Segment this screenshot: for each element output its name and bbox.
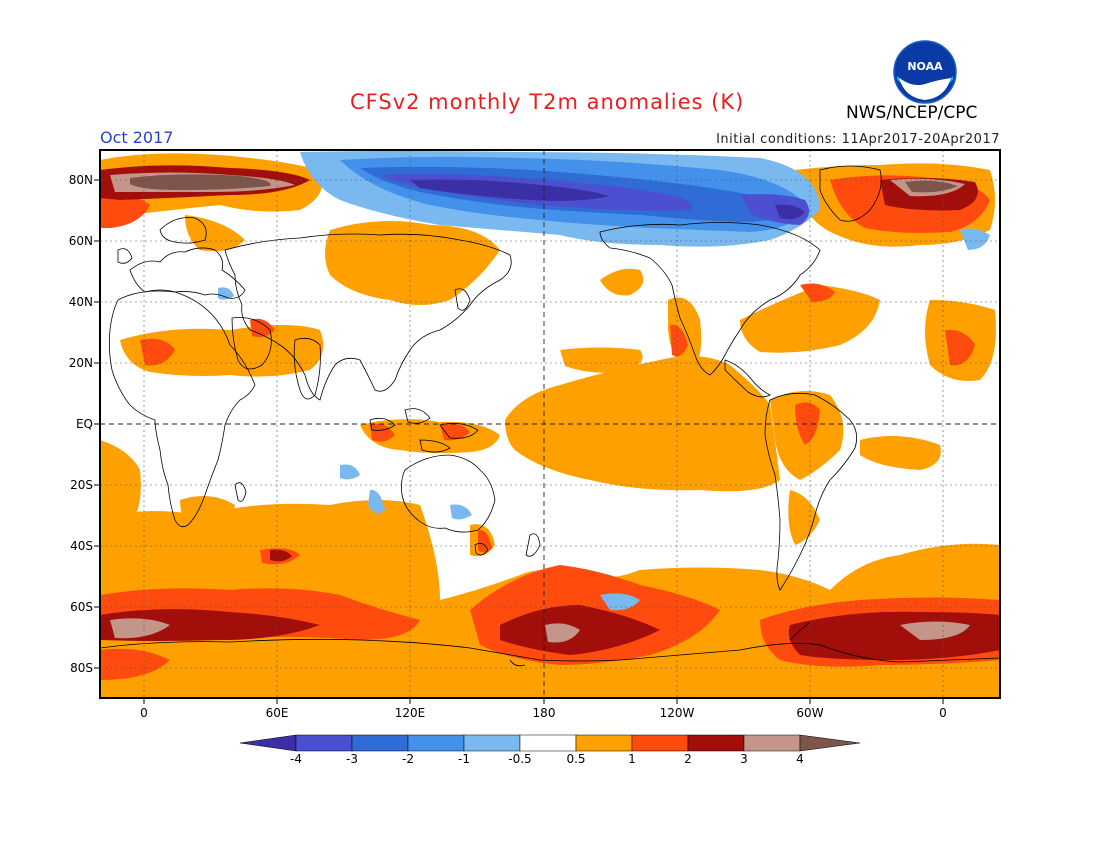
lat-label: 20N xyxy=(68,356,93,370)
colorbar-label: -0.5 xyxy=(508,752,532,766)
colorbar-bin xyxy=(799,734,861,752)
colorbar-bin xyxy=(295,734,353,752)
colorbar-bin xyxy=(407,734,465,752)
colorbar-bin xyxy=(631,734,689,752)
colorbar-bin xyxy=(743,734,801,752)
lon-label: 180 xyxy=(532,706,556,720)
colorbar-label: -3 xyxy=(346,752,358,766)
colorbar-label: -2 xyxy=(402,752,414,766)
colorbar-label: 1 xyxy=(628,752,636,766)
lat-ticks xyxy=(94,179,944,704)
colorbar-bin xyxy=(687,734,745,752)
agency-label: NWS/NCEP/CPC xyxy=(846,103,978,123)
warm-anomaly-brown xyxy=(130,174,958,193)
lon-label: 60W xyxy=(796,706,824,720)
cold-anomaly-darkindigo xyxy=(410,179,805,220)
lat-label: 20S xyxy=(70,478,93,492)
lat-label: 60S xyxy=(70,600,93,614)
colorbar-label: 4 xyxy=(796,752,804,766)
lat-label: 40N xyxy=(68,295,93,309)
initial-conditions: Initial conditions: 11Apr2017-20Apr2017 xyxy=(716,132,1000,147)
equator-dateline xyxy=(100,150,1000,698)
coastlines xyxy=(100,165,1000,667)
colorbar xyxy=(239,734,861,752)
lat-label: 80N xyxy=(68,173,93,187)
lat-label: 60N xyxy=(68,234,93,248)
lon-label: 0 xyxy=(939,706,947,720)
graticule xyxy=(100,150,1000,698)
colorbar-label: -4 xyxy=(290,752,302,766)
lat-label: EQ xyxy=(75,417,93,431)
anomaly-fields xyxy=(100,150,1000,698)
colorbar-label: 0.5 xyxy=(566,752,586,766)
lon-label: 0 xyxy=(140,706,148,720)
colorbar-label: -1 xyxy=(458,752,470,766)
colorbar-bin xyxy=(519,734,577,752)
map-title: CFSv2 monthly T2m anomalies (K) xyxy=(350,90,745,114)
forecast-month: Oct 2017 xyxy=(100,128,174,147)
colorbar-bin xyxy=(239,734,297,752)
colorbar-bin xyxy=(575,734,633,752)
noaa-logo: NOAA xyxy=(893,40,957,104)
colorbar-label: 3 xyxy=(740,752,748,766)
lon-label: 120E xyxy=(394,706,426,720)
lon-label: 60E xyxy=(265,706,289,720)
colorbar-bin xyxy=(463,734,521,752)
lat-label: 40S xyxy=(70,539,93,553)
lon-label: 120W xyxy=(659,706,695,720)
noaa-logo-text: NOAA xyxy=(907,60,943,73)
lat-label: 80S xyxy=(70,661,93,675)
colorbar-label: 2 xyxy=(684,752,692,766)
colorbar-bin xyxy=(351,734,409,752)
